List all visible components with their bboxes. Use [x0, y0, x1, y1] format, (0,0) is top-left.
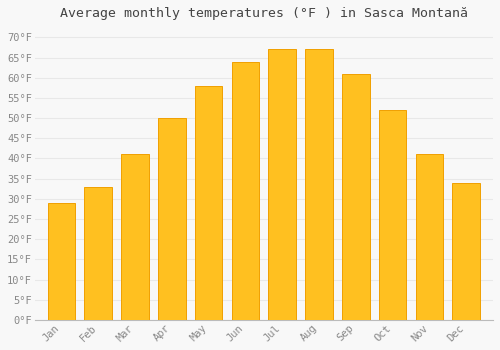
Bar — [306, 49, 333, 320]
Bar — [342, 74, 369, 320]
Bar — [416, 154, 444, 320]
Bar — [158, 118, 186, 320]
Bar — [232, 62, 260, 320]
Bar — [195, 86, 222, 320]
Bar — [122, 154, 149, 320]
Bar — [268, 49, 296, 320]
Bar — [48, 203, 76, 320]
Bar — [379, 110, 406, 320]
Bar — [452, 183, 480, 320]
Bar — [84, 187, 112, 320]
Title: Average monthly temperatures (°F ) in Sasca Montană: Average monthly temperatures (°F ) in Sa… — [60, 7, 468, 20]
